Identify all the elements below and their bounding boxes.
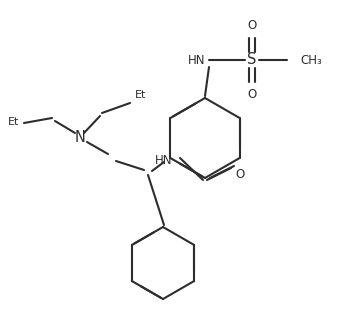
Text: N: N (74, 131, 85, 146)
Text: S: S (247, 52, 257, 68)
Text: HN: HN (155, 154, 172, 167)
Text: Et: Et (135, 90, 146, 100)
Text: O: O (247, 88, 257, 101)
Text: O: O (235, 169, 245, 181)
Text: CH₃: CH₃ (300, 53, 322, 67)
Text: HN: HN (188, 53, 205, 67)
Text: Et: Et (8, 117, 19, 127)
Text: O: O (247, 19, 257, 32)
